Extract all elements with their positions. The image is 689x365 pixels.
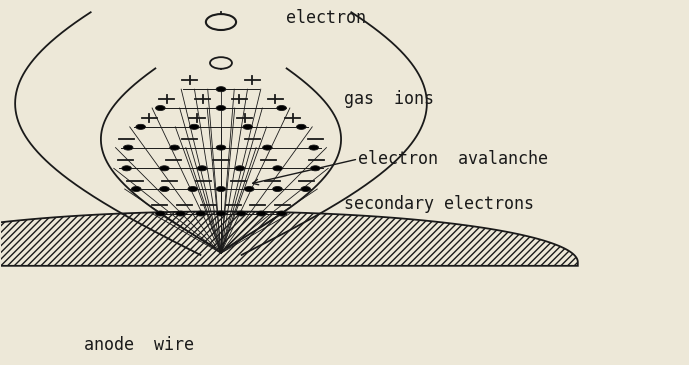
Circle shape: [263, 145, 272, 150]
Circle shape: [206, 14, 236, 30]
Polygon shape: [0, 211, 578, 266]
Circle shape: [277, 211, 287, 216]
Circle shape: [256, 211, 266, 216]
Circle shape: [136, 124, 145, 130]
Text: anode  wire: anode wire: [84, 337, 194, 354]
Circle shape: [245, 187, 254, 192]
Circle shape: [273, 187, 282, 192]
Circle shape: [216, 105, 226, 111]
Circle shape: [235, 166, 245, 171]
Circle shape: [216, 187, 226, 192]
Circle shape: [296, 124, 306, 130]
Circle shape: [123, 145, 133, 150]
Circle shape: [176, 211, 185, 216]
Circle shape: [156, 211, 165, 216]
Circle shape: [277, 105, 287, 111]
Circle shape: [197, 166, 207, 171]
Text: electron  avalanche: electron avalanche: [358, 150, 548, 168]
Circle shape: [216, 211, 226, 216]
Text: gas  ions: gas ions: [344, 90, 435, 108]
Circle shape: [160, 187, 169, 192]
Circle shape: [243, 124, 253, 130]
Text: electron: electron: [286, 9, 366, 27]
Circle shape: [160, 166, 169, 171]
Circle shape: [132, 187, 141, 192]
Text: secondary electrons: secondary electrons: [344, 195, 535, 213]
Circle shape: [156, 105, 165, 111]
Circle shape: [273, 166, 282, 171]
Circle shape: [236, 211, 246, 216]
Circle shape: [169, 145, 179, 150]
Circle shape: [216, 87, 226, 92]
Circle shape: [309, 145, 318, 150]
Circle shape: [196, 211, 205, 216]
Circle shape: [188, 187, 198, 192]
Circle shape: [216, 145, 226, 150]
Circle shape: [210, 57, 232, 69]
Circle shape: [122, 166, 132, 171]
Circle shape: [311, 166, 320, 171]
Circle shape: [301, 187, 311, 192]
Circle shape: [189, 124, 199, 130]
